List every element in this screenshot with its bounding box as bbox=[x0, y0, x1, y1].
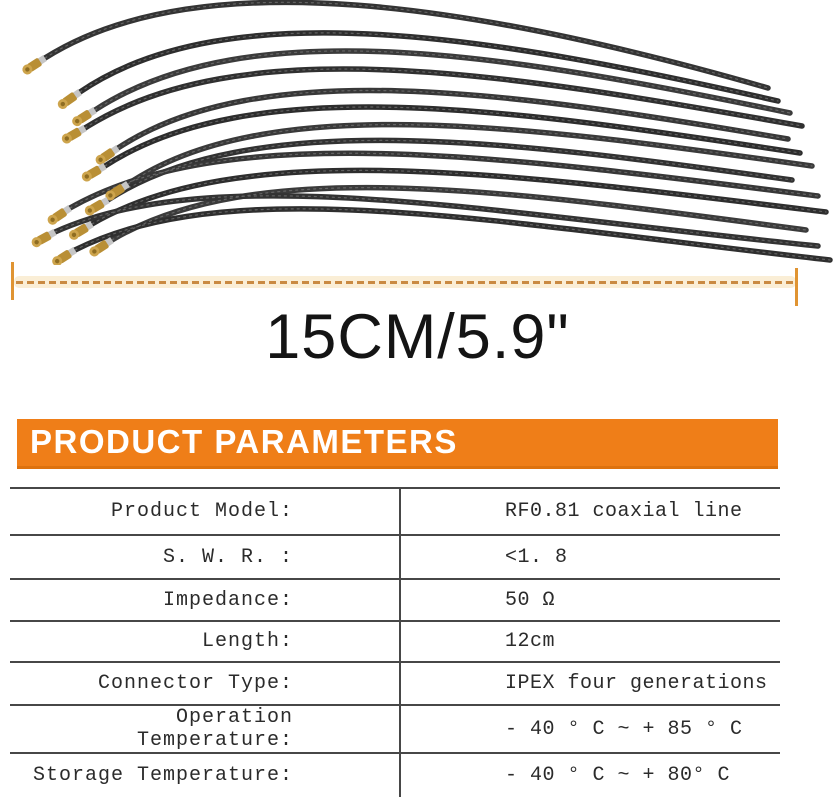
spec-value: - 40 ° C ~ + 85 ° C bbox=[400, 705, 780, 754]
cable-bundle bbox=[42, 0, 833, 263]
spec-row-storage-temperature: Storage Temperature: - 40 ° C ~ + 80° C bbox=[10, 753, 780, 797]
spec-value: 12cm bbox=[400, 621, 780, 663]
spec-table: Product Model: RF0.81 coaxial line S. W.… bbox=[10, 487, 780, 797]
spec-label: S. W. R. : bbox=[10, 535, 401, 580]
spec-row-product-model: Product Model: RF0.81 coaxial line bbox=[10, 488, 780, 536]
spec-row-length: Length: 12cm bbox=[10, 621, 780, 663]
section-title: PRODUCT PARAMETERS bbox=[30, 423, 458, 460]
dimension-tick-right bbox=[795, 268, 798, 306]
spec-label: Impedance: bbox=[10, 579, 401, 622]
spec-row-connector-type: Connector Type: IPEX four generations bbox=[10, 662, 780, 706]
spec-label: Storage Temperature: bbox=[10, 753, 401, 797]
spec-label: Operation Temperature: bbox=[10, 705, 401, 754]
spec-row-swr: S. W. R. : <1. 8 bbox=[10, 535, 780, 580]
spec-label: Product Model: bbox=[10, 488, 401, 536]
spec-value: RF0.81 coaxial line bbox=[400, 488, 780, 536]
spec-value: - 40 ° C ~ + 80° C bbox=[400, 753, 780, 797]
spec-value: 50 Ω bbox=[400, 579, 780, 622]
dimension-label: 15CM/5.9" bbox=[265, 302, 570, 372]
dimension-dashed-line bbox=[16, 281, 795, 284]
spec-label: Connector Type: bbox=[10, 662, 401, 706]
section-header: PRODUCT PARAMETERS bbox=[17, 419, 778, 469]
spec-value: IPEX four generations bbox=[400, 662, 780, 706]
spec-row-operation-temperature: Operation Temperature: - 40 ° C ~ + 85 °… bbox=[10, 705, 780, 754]
spec-row-impedance: Impedance: 50 Ω bbox=[10, 579, 780, 622]
spec-value: <1. 8 bbox=[400, 535, 780, 580]
dimension-tick-left bbox=[11, 262, 14, 300]
spec-label: Length: bbox=[10, 621, 401, 663]
product-photo bbox=[20, 0, 833, 265]
